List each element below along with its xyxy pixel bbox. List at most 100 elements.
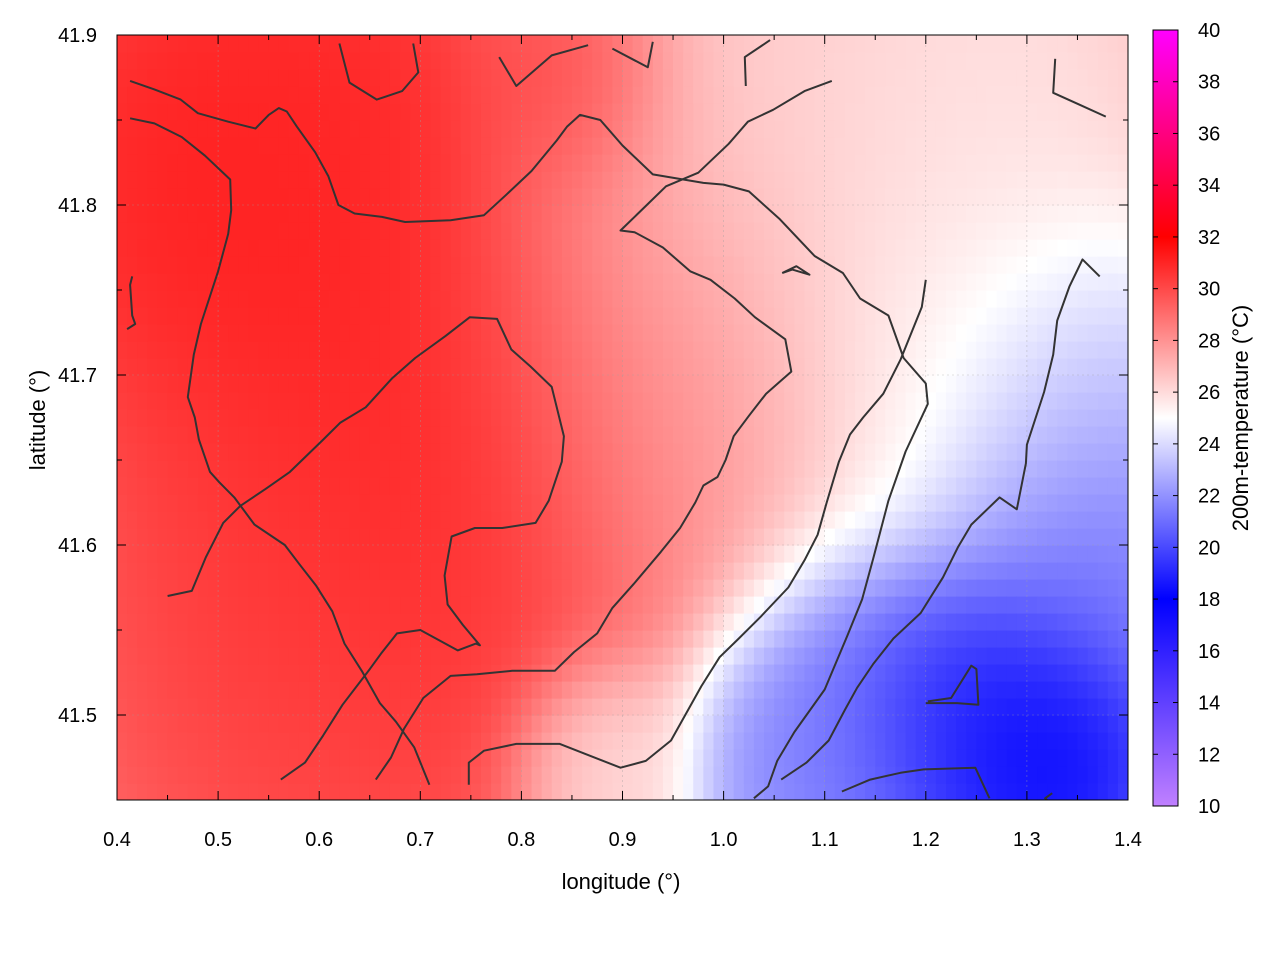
heatmap-cell	[642, 273, 654, 291]
heatmap-cell	[743, 409, 755, 427]
heatmap-cell	[389, 732, 401, 750]
heatmap-cell	[834, 392, 846, 410]
heatmap-cell	[1087, 188, 1099, 206]
heatmap-cell	[440, 35, 452, 53]
heatmap-cell	[480, 239, 492, 257]
heatmap-cell	[1077, 273, 1089, 291]
heatmap-cell	[824, 205, 836, 223]
heatmap-cell	[1026, 443, 1038, 461]
heatmap-cell	[319, 392, 330, 410]
heatmap-cell	[774, 205, 785, 223]
heatmap-cell	[187, 324, 199, 342]
heatmap-cell	[470, 409, 482, 427]
heatmap-cell	[571, 375, 583, 393]
heatmap-cell	[501, 681, 512, 699]
heatmap-cell	[127, 239, 138, 257]
heatmap-cell	[157, 273, 169, 291]
heatmap-cell	[177, 341, 189, 359]
heatmap-cell	[925, 579, 937, 597]
heatmap-cell	[673, 341, 684, 359]
heatmap-cell	[875, 460, 886, 478]
heatmap-cell	[794, 375, 806, 393]
heatmap-cell	[834, 205, 846, 223]
heatmap-cell	[693, 307, 704, 325]
heatmap-cell	[622, 137, 634, 155]
heatmap-cell	[137, 103, 148, 121]
heatmap-cell	[117, 545, 128, 563]
heatmap-cell	[470, 69, 482, 87]
heatmap-cell	[450, 205, 462, 223]
heatmap-cell	[460, 120, 472, 138]
heatmap-cell	[1067, 222, 1079, 240]
heatmap-cell	[400, 783, 411, 800]
heatmap-cell	[592, 52, 603, 70]
heatmap-cell	[925, 324, 937, 342]
heatmap-cell	[662, 86, 674, 104]
heatmap-cell	[268, 664, 280, 682]
heatmap-cell	[804, 732, 816, 750]
heatmap-cell	[946, 171, 957, 189]
heatmap-cell	[258, 52, 270, 70]
heatmap-cell	[986, 222, 998, 240]
heatmap-cell	[814, 783, 826, 800]
heatmap-cell	[117, 698, 128, 716]
heatmap-cell	[268, 630, 280, 648]
heatmap-cell	[531, 273, 543, 291]
colorbar-tick-label: 38	[1198, 72, 1220, 94]
heatmap-cell	[430, 324, 442, 342]
heatmap-cell	[389, 664, 401, 682]
heatmap-cell	[531, 715, 543, 733]
heatmap-cell	[177, 545, 189, 563]
heatmap-cell	[1006, 358, 1018, 376]
heatmap-cell	[551, 256, 563, 274]
heatmap-cell	[329, 562, 341, 580]
heatmap-cell	[875, 664, 886, 682]
heatmap-cell	[673, 460, 684, 478]
heatmap-cell	[288, 630, 300, 648]
heatmap-cell	[369, 647, 381, 665]
heatmap-cell	[632, 426, 644, 444]
heatmap-cell	[359, 358, 371, 376]
heatmap-cell	[986, 732, 998, 750]
heatmap-cell	[976, 171, 988, 189]
heatmap-cell	[834, 358, 846, 376]
heatmap-cell	[804, 154, 816, 172]
heatmap-cell	[167, 290, 179, 308]
heatmap-cell	[491, 154, 502, 172]
heatmap-cell	[966, 766, 977, 784]
heatmap-cell	[844, 290, 856, 308]
heatmap-cell	[167, 783, 179, 800]
heatmap-cell	[946, 749, 957, 767]
heatmap-cell	[733, 120, 745, 138]
heatmap-cell	[764, 222, 775, 240]
heatmap-cell	[137, 494, 148, 512]
heatmap-cell	[794, 749, 806, 767]
heatmap-cell	[844, 205, 856, 223]
heatmap-cell	[278, 443, 290, 461]
heatmap-cell	[652, 698, 664, 716]
heatmap-cell	[420, 783, 432, 800]
heatmap-cell	[450, 715, 462, 733]
heatmap-cell	[895, 766, 907, 784]
heatmap-cell	[925, 494, 937, 512]
heatmap-cell	[511, 188, 522, 206]
heatmap-cell	[875, 579, 886, 597]
heatmap-cell	[329, 375, 341, 393]
heatmap-cell	[986, 545, 998, 563]
heatmap-cell	[1067, 579, 1079, 597]
heatmap-cell	[268, 579, 280, 597]
heatmap-cell	[723, 188, 735, 206]
heatmap-cell	[218, 358, 229, 376]
heatmap-cell	[703, 290, 715, 308]
heatmap-cell	[430, 494, 442, 512]
heatmap-cell	[339, 511, 351, 529]
heatmap-cell	[187, 409, 199, 427]
heatmap-cell	[683, 494, 694, 512]
heatmap-cell	[410, 494, 421, 512]
heatmap-cell	[966, 69, 977, 87]
heatmap-cell	[551, 783, 563, 800]
heatmap-cell	[541, 545, 553, 563]
heatmap-cell	[723, 715, 735, 733]
heatmap-cell	[359, 783, 371, 800]
